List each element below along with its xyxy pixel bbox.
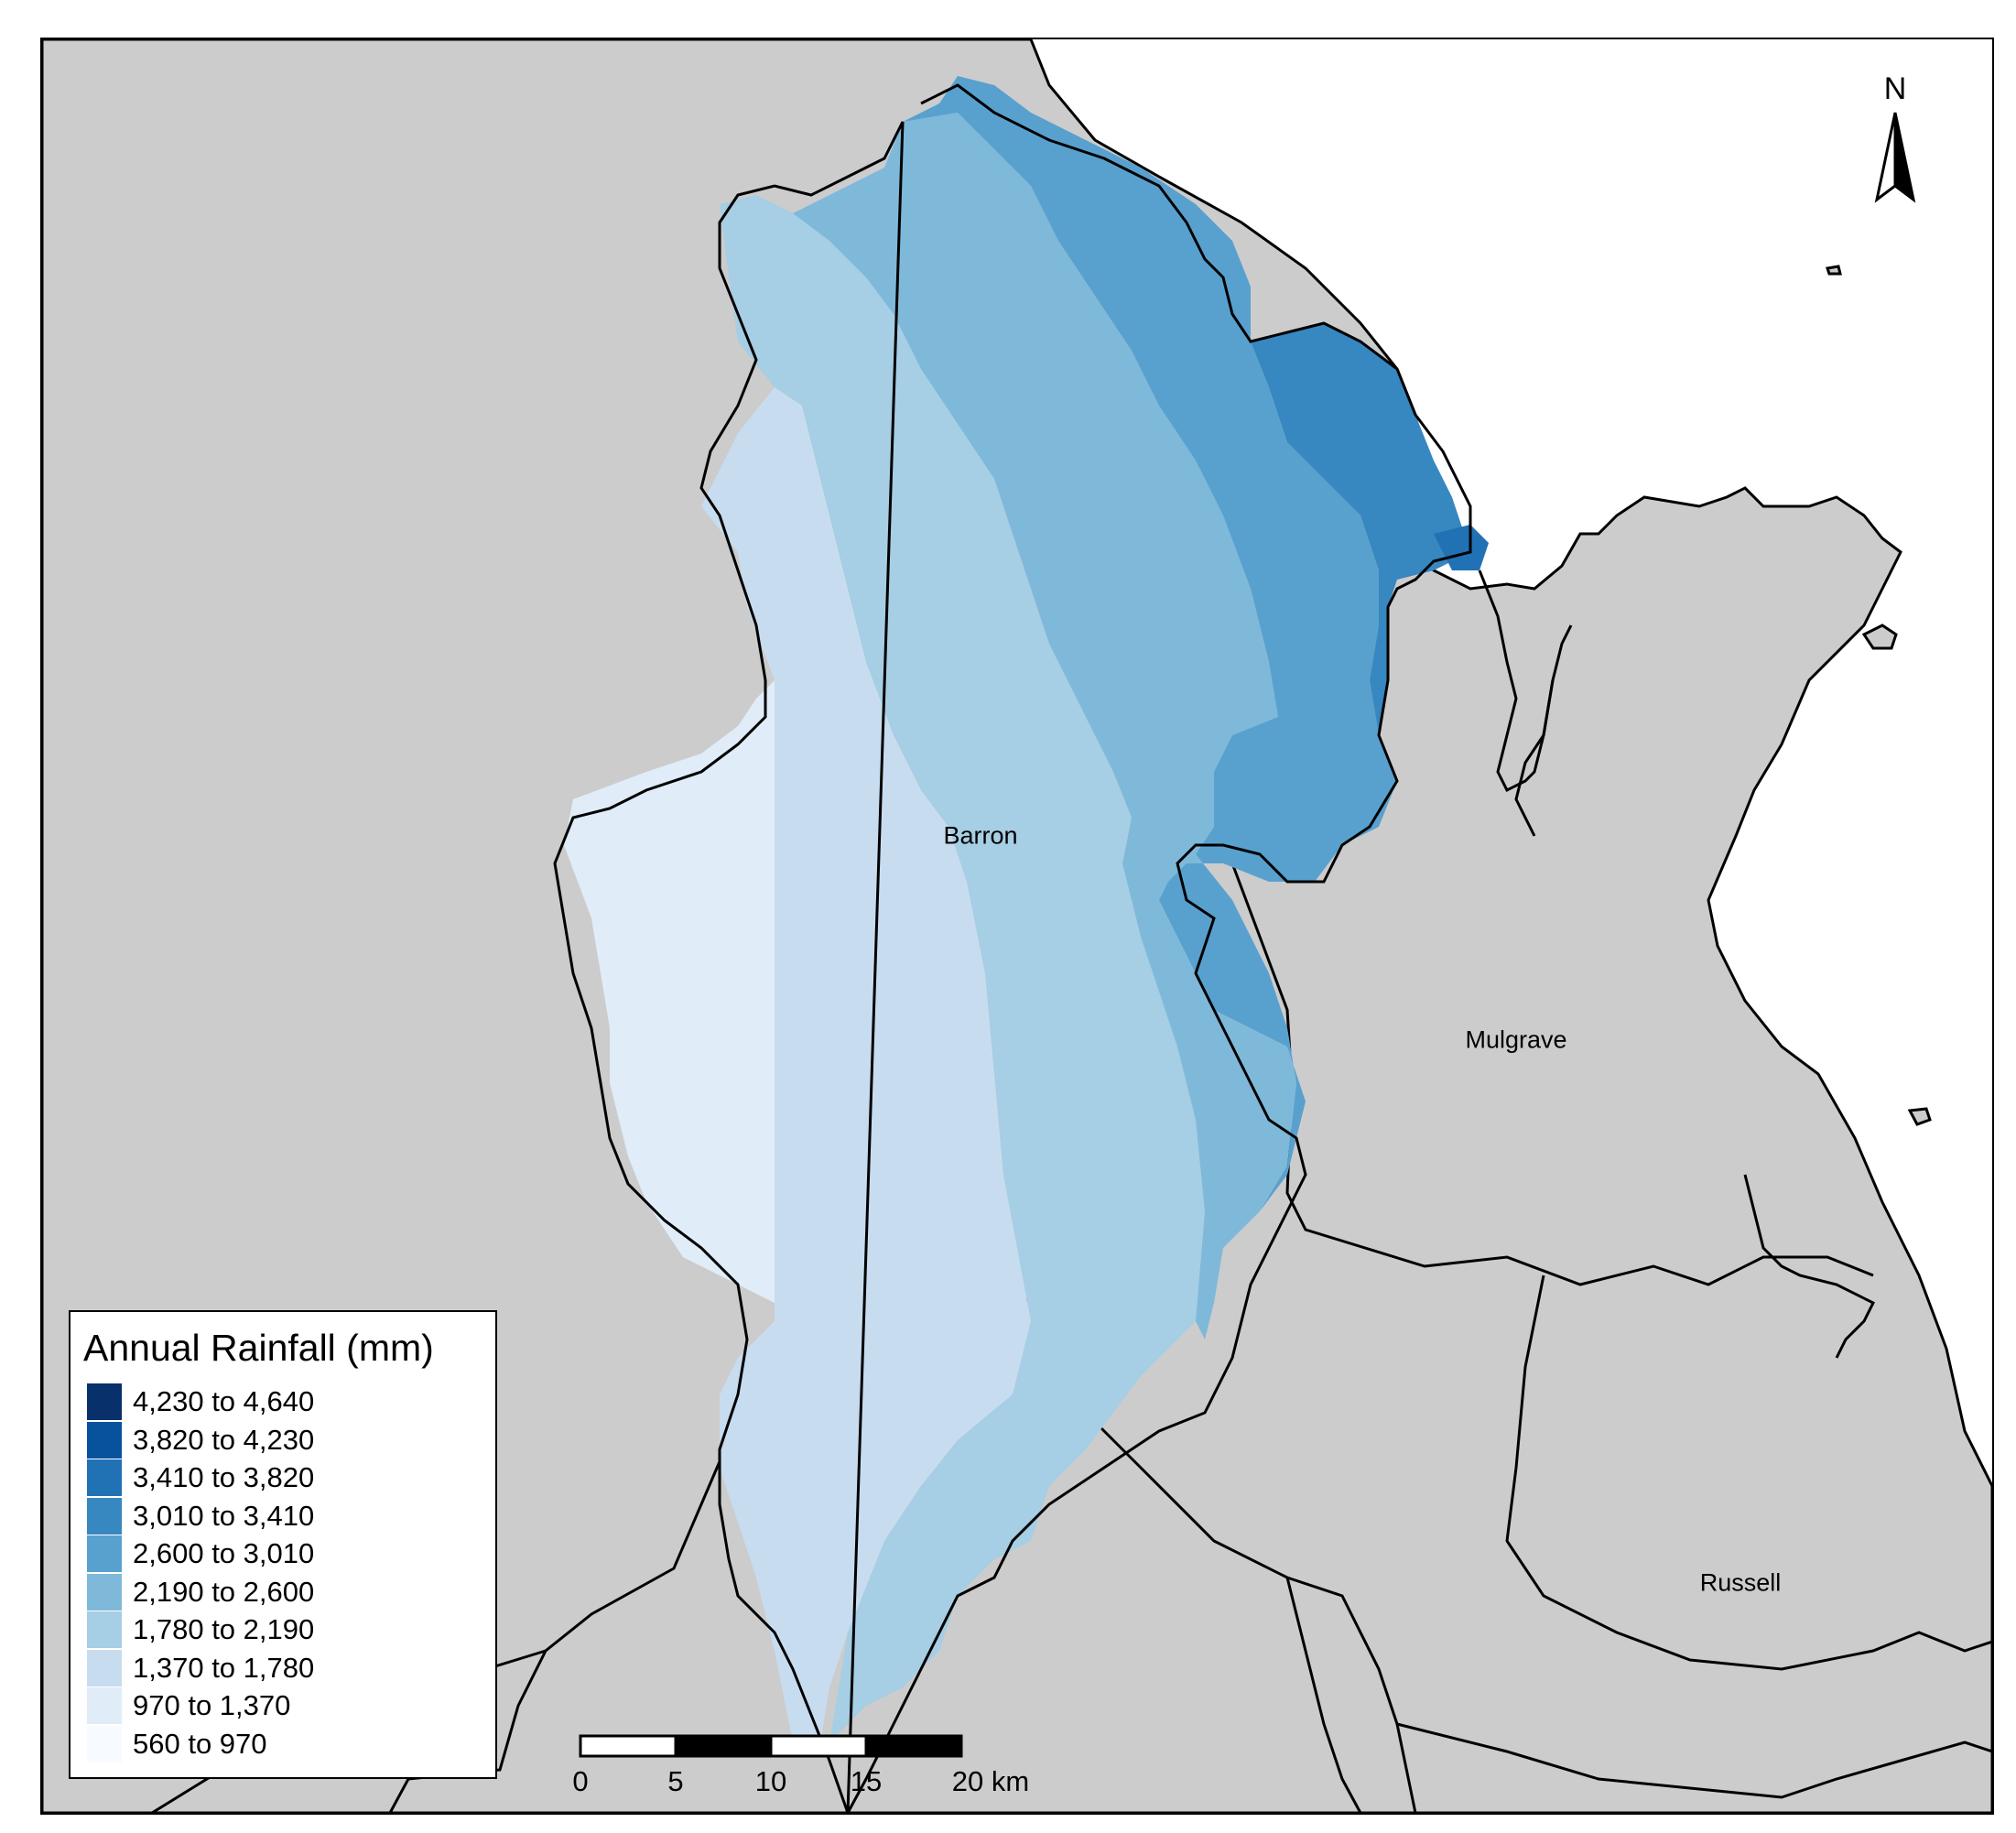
legend-label: 4,230 to 4,640	[133, 1385, 315, 1417]
legend-label: 2,190 to 2,600	[133, 1575, 315, 1608]
legend-label: 3,410 to 3,820	[133, 1461, 315, 1493]
scale-tick: 5	[667, 1765, 684, 1797]
legend-swatch	[87, 1535, 122, 1572]
barron-catchment-outline	[553, 83, 1472, 1813]
scale-tick: 0	[572, 1765, 589, 1797]
region-label-barron: Barron	[943, 821, 1018, 850]
scale-tick: 10	[754, 1765, 787, 1797]
north-arrow-icon	[1874, 112, 1916, 203]
north-letter: N	[1883, 71, 1907, 106]
region-label-mulgrave: Mulgrave	[1465, 1025, 1567, 1054]
legend-swatch	[87, 1383, 122, 1420]
legend-label: 1,780 to 2,190	[133, 1613, 315, 1645]
legend-item: 4,230 to 4,640	[87, 1383, 314, 1420]
scale-bar-graphic	[579, 1734, 963, 1758]
legend-item: 3,010 to 3,410	[87, 1497, 315, 1535]
region-label-russell: Russell	[1699, 1568, 1782, 1597]
legend-label: 2,600 to 3,010	[133, 1537, 315, 1569]
legend-swatch	[87, 1725, 122, 1762]
rivers	[1478, 569, 1876, 1359]
legend-swatch	[87, 1687, 122, 1724]
legend-swatch	[87, 1421, 122, 1459]
legend-swatch	[87, 1611, 122, 1648]
legend-item: 1,370 to 1,780	[87, 1649, 315, 1687]
island	[1861, 624, 1898, 650]
legend-item: 560 to 970	[87, 1725, 267, 1762]
legend-item: 1,780 to 2,190	[87, 1611, 314, 1648]
legend-label: 560 to 970	[133, 1727, 267, 1760]
legend-swatch	[87, 1573, 122, 1611]
legend: Annual Rainfall (mm) 4,230 to 4,640 3,820…	[69, 1310, 497, 1779]
scale-tick: 15	[850, 1765, 883, 1797]
legend-label: 3,010 to 3,410	[133, 1499, 315, 1532]
legend-swatch	[87, 1497, 122, 1535]
legend-title: Annual Rainfall (mm)	[83, 1327, 434, 1369]
legend-item: 3,820 to 4,230	[87, 1421, 315, 1459]
legend-item: 970 to 1,370	[87, 1687, 290, 1724]
legend-item: 2,600 to 3,010	[87, 1535, 314, 1572]
north-arrow: N	[1868, 71, 1923, 209]
rainfall-raster	[564, 76, 1489, 1742]
legend-label: 970 to 1,370	[133, 1689, 291, 1721]
legend-item: 2,190 to 2,600	[87, 1573, 315, 1611]
island	[1826, 265, 1842, 276]
scale-tick: 20 km	[951, 1765, 1030, 1797]
scale-bar: 0 5 10 15 20 km	[572, 1729, 1036, 1802]
legend-item: 3,410 to 3,820	[87, 1459, 314, 1496]
legend-swatch	[87, 1459, 122, 1496]
island	[1907, 1107, 1932, 1126]
legend-swatch	[87, 1649, 122, 1687]
legend-label: 1,370 to 1,780	[133, 1651, 315, 1684]
legend-label: 3,820 to 4,230	[133, 1423, 315, 1456]
